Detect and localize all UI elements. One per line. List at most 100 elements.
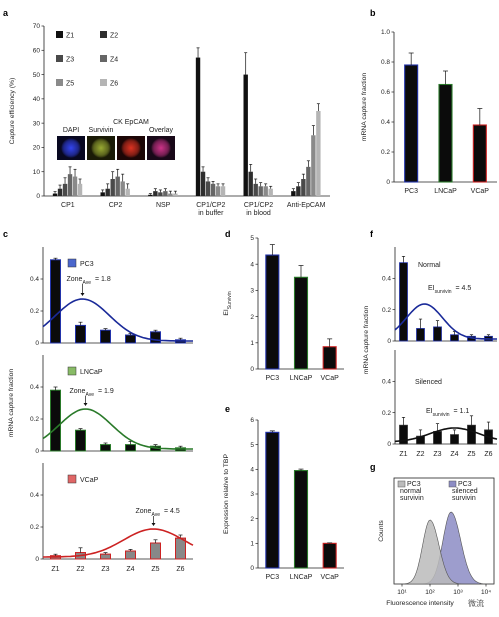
c-0-y-tick-label: 0.2	[30, 308, 39, 315]
c-1-y-tick-label: 0	[35, 448, 39, 455]
bar-Z1-5	[291, 191, 296, 196]
bar-Z3-3	[205, 181, 211, 196]
a-category-label: CP1	[61, 202, 75, 209]
bar-Z1-0	[52, 193, 58, 196]
c-fit-curve-2	[43, 528, 194, 558]
g-legend-normal-l1: PC3	[407, 481, 421, 488]
f-ei-annotation-1-value: = 1.1	[452, 408, 470, 415]
bar-f-Silenced-Z4	[450, 434, 459, 445]
g-histogram-normal	[394, 519, 494, 585]
bar-Z6-5	[316, 111, 321, 196]
f-1-y-tick-label: 0.4	[382, 379, 391, 386]
f-ei-annotation-1-main: EI	[426, 408, 433, 415]
a-y-tick-label: 40	[33, 96, 41, 103]
legend-label-Z3: Z3	[66, 57, 74, 64]
d-category-label: PC3	[266, 375, 280, 382]
panel-g: gPC3normalsurvivinPC3silencedsurvivin10¹…	[370, 462, 495, 607]
b-category-label: PC3	[404, 188, 418, 195]
f-0-y-tick-label: 0	[387, 338, 391, 345]
c-zone-annotation-2: ZoneAve = 4.5	[136, 508, 180, 518]
bar-c-LNCaP-Z2	[75, 429, 86, 452]
bar-c-LNCaP-Z3	[100, 444, 111, 452]
f-ei-annotation-1: EIsurvivin = 1.1	[426, 408, 469, 418]
b-category-label: VCaP	[471, 188, 490, 195]
bar-Z3-5	[301, 179, 306, 196]
bar-f-Normal-Z4	[450, 334, 459, 342]
bar-Z5-0	[72, 176, 78, 196]
f-category-label: Z2	[416, 451, 424, 458]
bar-Z1-4	[243, 74, 248, 196]
c-zone-annotation-2-sub: Ave	[151, 512, 160, 518]
c-1-y-tick-label: 0.2	[30, 416, 39, 423]
g-x-tick-label: 10⁴	[481, 589, 491, 596]
bar-e-VCaP	[322, 542, 337, 569]
c-zone-annotation-1-value: = 1.9	[96, 388, 114, 395]
panel-b: b 0 0.2 0.4 0.6 0.8 1.0 PC3 LNCaP VCaP mRNA captur…	[361, 8, 497, 195]
bar-Z5-3	[215, 186, 221, 196]
bar-f-Normal-Z3	[433, 326, 442, 342]
e-y-tick-label: 5	[250, 442, 254, 449]
g-legend-normal-l2: normal	[400, 488, 422, 495]
bar-e-PC3	[265, 431, 280, 569]
e-y-tick-label: 1	[250, 541, 254, 548]
bar-c-LNCaP-Z4	[125, 444, 136, 452]
bar-c-fill-VCaP-3	[125, 550, 136, 560]
bar-f-Silenced-Z5	[467, 424, 476, 445]
f-1-y-tick-label: 0.2	[382, 410, 391, 417]
a-inset-label-ck-epcam: CK EpCAM	[113, 119, 149, 126]
bar-c-fill-VCaP-5	[175, 537, 186, 560]
bar-e-LNCaP	[293, 470, 309, 569]
d-y-label: EISurvivin	[223, 291, 233, 315]
bar-d-PC3	[265, 254, 280, 370]
g-legend-silenced-l3: survivin	[452, 495, 476, 502]
a-y-tick-label: 20	[33, 145, 41, 152]
d-y-tick-label: 3	[250, 288, 254, 295]
bar-Z2-0	[57, 188, 63, 196]
legend-swatch-Z4	[100, 55, 107, 62]
d-category-label: VCaP	[321, 375, 340, 382]
g-x-tick-label: 10³	[453, 589, 463, 596]
c-legend-label-0: PC3	[80, 261, 94, 268]
f-category-label: Z3	[433, 451, 441, 458]
a-y-tick-label: 0	[36, 193, 40, 200]
a-category-label: CP1/CP2	[244, 202, 273, 209]
g-legend-normal-l3: survivin	[400, 495, 424, 502]
e-category-label: PC3	[266, 574, 280, 581]
bar-Z1-3	[195, 57, 201, 197]
e-y-tick-label: 2	[250, 516, 254, 523]
legend-label-Z5: Z5	[66, 81, 74, 88]
bar-Z6-3	[220, 186, 226, 196]
bar-d-LNCaP	[293, 276, 309, 370]
bar-Z5-2	[168, 193, 173, 196]
e-y-tick-label: 4	[250, 467, 254, 474]
bar-c-PC3-Z5	[150, 331, 161, 344]
f-ei-annotation-0-sub: survivin	[435, 289, 452, 295]
c-2-y-tick-label: 0.2	[30, 524, 39, 531]
c-zone-annotation-1: ZoneAve = 1.9	[70, 388, 114, 398]
c-legend-swatch-1	[67, 366, 77, 376]
c-zone-annotation-0-sub: Ave	[82, 280, 91, 286]
b-y-tick-label: 0.4	[381, 119, 390, 126]
bar-Z5-4	[263, 186, 268, 196]
f-condition-label-1: Silenced	[415, 379, 442, 386]
legend-label-Z2: Z2	[110, 33, 118, 40]
d-y-tick-label: 1	[250, 340, 254, 347]
f-fit-curve-0	[394, 303, 497, 340]
a-inset-label-survivin: Survivin	[89, 127, 114, 134]
c-fit-curve-0	[42, 298, 193, 342]
bar-Z4-3	[210, 183, 216, 196]
b-category-label: LNCaP	[434, 188, 457, 195]
d-y-tick-label: 0	[250, 366, 254, 373]
a-inset-cell-3	[151, 138, 171, 158]
bar-c-PC3-Z3	[100, 329, 111, 344]
panel-label-g: g	[370, 462, 376, 472]
c-category-label: Z5	[151, 566, 159, 573]
f-ei-annotation-0-main: EI	[428, 285, 435, 292]
bar-Z2-4	[248, 171, 253, 196]
legend-swatch-Z2	[100, 31, 107, 38]
bar-Z4-2	[163, 191, 168, 196]
bar-Z3-0	[62, 183, 68, 196]
c-zone-annotation-0-value: = 1.8	[93, 276, 111, 283]
bar-c-LNCaP-Z1	[50, 389, 61, 452]
e-y-label: Expression relative to TBP	[223, 454, 230, 534]
